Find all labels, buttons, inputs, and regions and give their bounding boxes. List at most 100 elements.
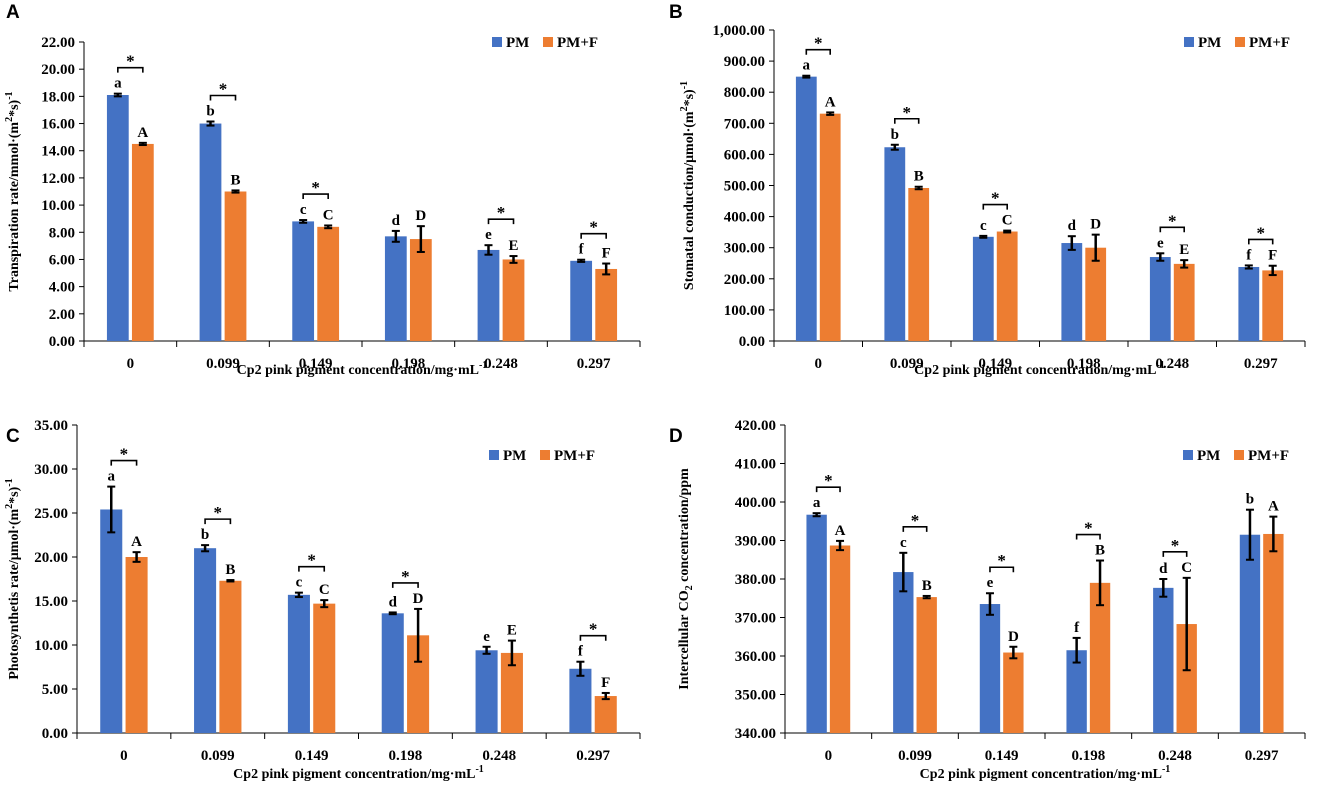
bar-pmf	[908, 187, 930, 341]
significance-letter: e	[485, 227, 492, 243]
significance-letter: B	[231, 172, 241, 188]
legend-label-pm: PM	[503, 448, 526, 464]
x-tick-label: 0.297	[1244, 356, 1278, 372]
significance-star: *	[126, 52, 135, 71]
significance-letter: f	[1246, 247, 1252, 263]
significance-letter: B	[225, 562, 235, 578]
bar-pm	[384, 236, 407, 341]
significance-bracket	[1248, 238, 1274, 245]
legend-swatch-pmf	[540, 450, 550, 460]
bar-pm	[1153, 587, 1174, 733]
bar-pm	[1066, 650, 1087, 733]
significance-bracket	[579, 634, 607, 641]
bar-pmf	[125, 557, 148, 733]
significance-letter: c	[300, 202, 307, 218]
x-tick-label: 0.297	[577, 356, 611, 372]
y-tick-label: 30.00	[34, 462, 68, 478]
legend-swatch-pm	[1184, 37, 1194, 47]
bar-pmf	[996, 231, 1018, 341]
x-tick-label: 0.198	[391, 356, 425, 372]
bar-pmf	[1003, 652, 1024, 733]
significance-bracket	[391, 582, 419, 588]
significance-star: *	[911, 511, 920, 530]
significance-star: *	[824, 471, 833, 490]
significance-star: *	[401, 567, 410, 586]
legend-label-pm: PM	[506, 35, 529, 51]
significance-bracket	[805, 48, 831, 55]
significance-bracket	[1162, 551, 1188, 557]
significance-bracket	[302, 193, 329, 200]
y-tick-label: 800.00	[724, 85, 765, 101]
significance-letter: D	[415, 208, 426, 224]
legend-label-pmf: PM+F	[557, 35, 598, 51]
y-tick-label: 350.00	[735, 688, 776, 704]
bar-pm	[1061, 243, 1083, 341]
y-tick-label: 10.00	[41, 198, 75, 214]
y-tick-label: 15.00	[34, 594, 68, 610]
x-tick-label: 0.248	[1155, 356, 1189, 372]
significance-bracket	[117, 66, 144, 73]
x-tick-label: 0.099	[898, 748, 932, 764]
y-axis-title: Transpiration rate/mmol·(m2*s)-1	[4, 91, 22, 291]
bar-pm	[194, 548, 217, 733]
significance-letter: F	[601, 675, 610, 691]
x-axis-title: Cp2 pink pigment concentration/mg·mL-1	[233, 764, 484, 782]
x-tick-label: 0	[825, 748, 833, 764]
significance-letter: b	[891, 127, 899, 143]
significance-star: *	[1257, 223, 1266, 242]
legend-swatch-pm	[489, 450, 499, 460]
x-tick-label: 0.198	[1071, 748, 1105, 764]
bar-pm	[893, 572, 914, 733]
chart-panel-b: B 0.00 100.00 200.00 300.00 400.00 500.00 600.0…	[669, 2, 1306, 378]
bar-pmf	[224, 191, 247, 341]
bar-pmf	[1085, 247, 1107, 341]
legend-label-pmf: PM+F	[554, 448, 595, 464]
x-tick-label: 0.099	[201, 748, 235, 764]
significance-letter: A	[835, 523, 846, 539]
significance-star: *	[1168, 211, 1177, 230]
x-tick-label: 0	[127, 356, 135, 372]
significance-letter: d	[1068, 218, 1077, 234]
bar-pmf	[502, 259, 525, 341]
x-tick-label: 0	[120, 748, 128, 764]
legend-swatch-pmf	[1235, 37, 1245, 47]
bar-pm	[884, 147, 906, 341]
y-tick-label: 12.00	[41, 171, 75, 187]
y-tick-label: 400.00	[724, 210, 765, 226]
significance-letter: D	[413, 591, 424, 607]
y-tick-label: 14.00	[41, 144, 75, 160]
y-tick-label: 400.00	[735, 495, 776, 511]
significance-letter: e	[1157, 235, 1164, 251]
x-tick-label: 0.149	[985, 748, 1019, 764]
significance-bracket	[989, 566, 1015, 573]
y-tick-label: 380.00	[735, 572, 776, 588]
y-tick-label: 500.00	[724, 179, 765, 195]
x-tick-label: 0.297	[1245, 748, 1279, 764]
y-tick-label: 4.00	[49, 280, 75, 296]
significance-bracket	[110, 459, 138, 466]
significance-bracket	[982, 203, 1008, 210]
significance-bracket	[204, 518, 232, 525]
significance-star: *	[1171, 536, 1180, 555]
chart-panel-d: D 340.00 350.00 360.00 370.00 380.00 390.00 400…	[669, 418, 1306, 782]
x-tick-label: 0.297	[576, 748, 610, 764]
significance-letter: E	[507, 623, 517, 639]
legend-label-pm: PM	[1198, 35, 1221, 51]
significance-star: *	[997, 551, 1006, 570]
bar-pmf	[819, 113, 841, 341]
bar-pmf	[1263, 533, 1284, 733]
significance-letter: E	[1179, 242, 1189, 258]
significance-bracket	[1159, 226, 1185, 233]
bar-pmf	[409, 239, 432, 341]
x-axis-title: Cp2 pink pigment concentration/mg·mL-1	[237, 360, 488, 378]
significance-bracket	[487, 218, 515, 225]
significance-star: *	[219, 80, 228, 99]
panel-label: A	[6, 2, 20, 23]
panel-label: B	[669, 2, 683, 23]
y-axis-title: Photosynthetis rate/μmol·(m2*s)-1	[4, 478, 22, 679]
significance-letter: f	[578, 644, 584, 660]
significance-letter: A	[1268, 499, 1279, 515]
x-tick-label: 0.149	[299, 356, 333, 372]
bar-pmf	[1089, 582, 1111, 733]
